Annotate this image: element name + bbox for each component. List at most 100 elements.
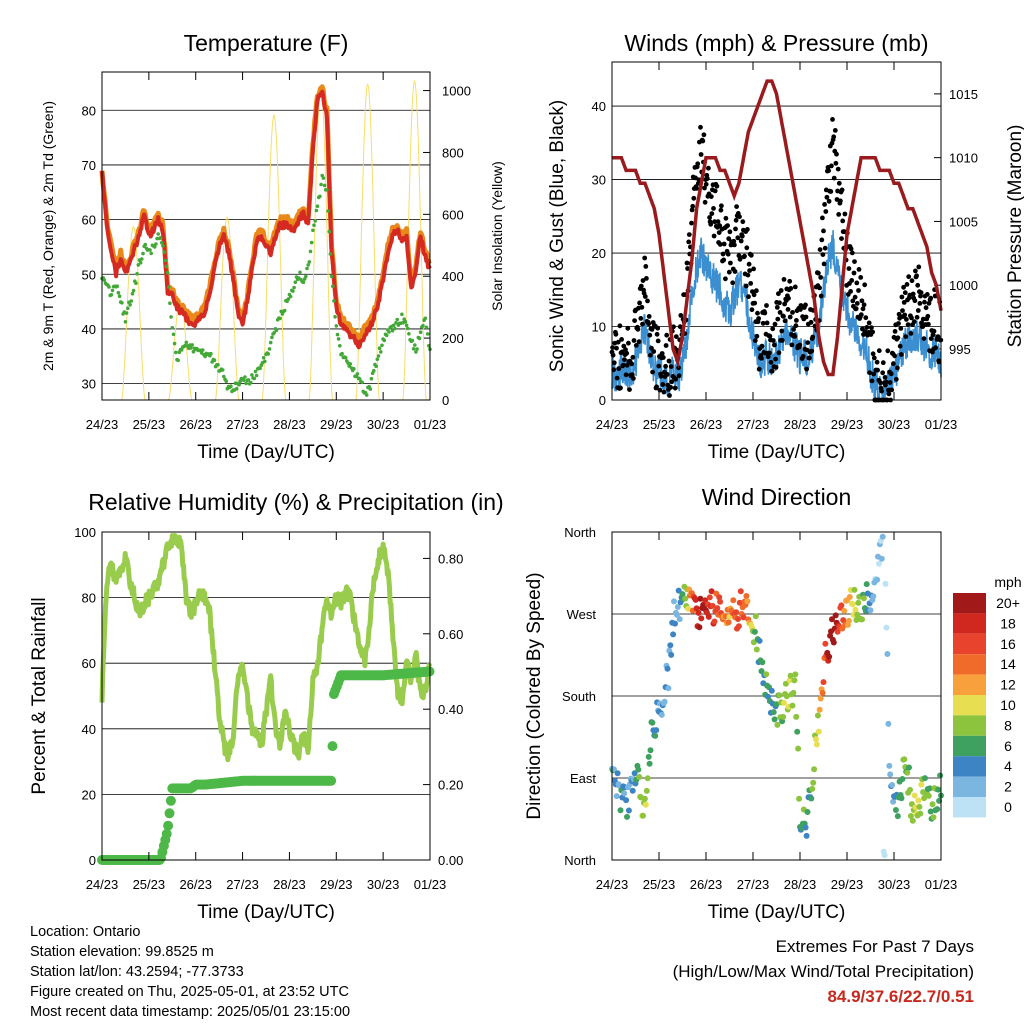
direction-point xyxy=(776,692,783,699)
gust-point xyxy=(669,379,675,385)
direction-point xyxy=(881,852,888,859)
dewpoint-point xyxy=(390,328,395,333)
dewpoint-point xyxy=(413,343,417,347)
gust-point xyxy=(915,282,921,288)
gust-point xyxy=(787,278,793,284)
direction-point xyxy=(925,792,932,799)
dewpoint-point xyxy=(307,260,312,264)
legend-label: 0 xyxy=(1004,799,1012,815)
x-tick-label: 28/23 xyxy=(273,877,306,892)
gust-point xyxy=(732,269,738,274)
dewpoint-point xyxy=(209,351,213,356)
gust-point xyxy=(931,328,937,334)
gust-point xyxy=(701,132,707,138)
direction-point xyxy=(898,795,905,802)
dewpoint-point xyxy=(172,341,177,346)
dewpoint-point xyxy=(304,274,308,279)
direction-point xyxy=(629,787,636,794)
dewpoint-point xyxy=(224,379,228,384)
gust-point xyxy=(677,324,683,330)
gust-point xyxy=(936,359,942,365)
dewpoint-point xyxy=(115,284,119,289)
gust-point xyxy=(738,238,744,244)
gust-point xyxy=(709,211,715,217)
direction-point xyxy=(813,736,819,743)
direction-point xyxy=(789,702,796,709)
direction-point xyxy=(636,774,643,780)
gust-point xyxy=(904,317,909,322)
dewpoint-point xyxy=(234,386,239,391)
dewpoint-point xyxy=(418,330,423,335)
y-tick-label: 40 xyxy=(82,322,96,337)
dewpoint-point xyxy=(394,321,398,325)
dewpoint-point xyxy=(282,308,287,313)
gust-point xyxy=(726,236,732,242)
gust-point xyxy=(887,380,893,385)
winds-panel: 0 10 20 30 40 995 1000 1005 1010 1015 24/23 25/23 26… xyxy=(547,30,1024,463)
gust-point xyxy=(725,251,731,257)
direction-point xyxy=(795,745,802,752)
gust-point xyxy=(862,282,868,288)
direction-point xyxy=(802,824,809,831)
gust-point xyxy=(715,219,721,225)
gust-point xyxy=(749,307,755,313)
dewpoint-point xyxy=(179,348,184,352)
dewpoint-point xyxy=(393,326,397,331)
x-tick-label: 29/23 xyxy=(831,877,864,892)
direction-point xyxy=(901,756,908,763)
dewpoint-point xyxy=(364,393,369,397)
dewpoint-point xyxy=(425,332,430,336)
dewpoint-point xyxy=(374,364,378,369)
dewpoint-point xyxy=(375,357,380,362)
direction-point xyxy=(770,709,777,716)
y-tick-label: 60 xyxy=(82,656,96,671)
direction-point xyxy=(780,713,787,720)
gust-point xyxy=(717,223,723,229)
gust-point xyxy=(889,387,895,393)
direction-point xyxy=(696,624,703,631)
direction-point xyxy=(744,598,751,605)
dewpoint-point xyxy=(292,285,296,290)
gust-point xyxy=(820,215,825,221)
direction-point xyxy=(725,619,732,626)
dewpoint-point xyxy=(184,340,189,345)
gust-point xyxy=(791,327,796,332)
gust-point xyxy=(859,298,865,304)
dewpoint-point xyxy=(110,288,115,293)
gust-point xyxy=(776,350,782,356)
gust-point xyxy=(805,340,811,345)
dewpoint-point xyxy=(241,378,246,383)
gust-point xyxy=(638,316,644,321)
direction-point xyxy=(768,687,775,694)
gust-point xyxy=(880,370,886,376)
gust-point xyxy=(831,134,837,140)
gust-point xyxy=(698,152,704,157)
direction-point xyxy=(787,672,794,679)
gust-point xyxy=(694,186,699,191)
dewpoint-point xyxy=(312,223,316,227)
x-tick-label: 01/23 xyxy=(414,877,447,892)
gust-point xyxy=(917,301,923,306)
direction-point xyxy=(810,779,817,786)
dewpoint-point xyxy=(164,264,169,269)
direction-point xyxy=(921,795,928,802)
gust-point xyxy=(643,264,649,269)
direction-point xyxy=(883,624,890,631)
direction-point xyxy=(851,586,858,593)
gust-point xyxy=(897,343,903,349)
dewpoint-point xyxy=(169,315,173,319)
dewpoint-point xyxy=(384,333,389,338)
gust-point xyxy=(817,247,823,253)
y-tick-label: 70 xyxy=(82,158,96,173)
gust-point xyxy=(826,198,832,204)
direction-point xyxy=(752,613,759,620)
gust-point xyxy=(759,356,764,361)
gust-point xyxy=(613,331,619,337)
gust-point xyxy=(650,369,655,375)
gust-point xyxy=(706,165,711,171)
dewpoint-point xyxy=(168,301,172,306)
gust-point xyxy=(863,315,869,321)
direction-point xyxy=(894,813,901,820)
station-info: Location: Ontario Station elevation: 99.… xyxy=(30,922,350,1022)
direction-point xyxy=(846,594,853,600)
